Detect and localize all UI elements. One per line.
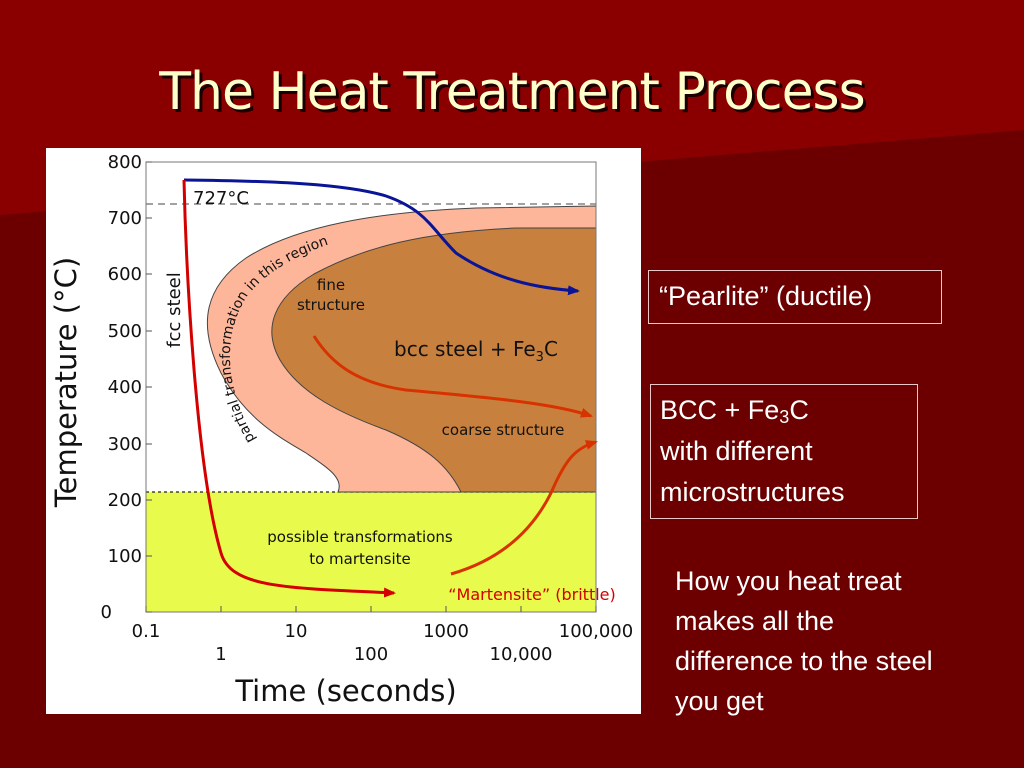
summary-note-line: How you heat treat bbox=[675, 566, 902, 596]
bcc-callout-line3: microstructures bbox=[660, 477, 845, 507]
y-axis-title: Temperature (°C) bbox=[49, 257, 83, 508]
y-tick-label: 600 bbox=[108, 264, 142, 285]
y-tick-marks bbox=[146, 161, 152, 613]
x-tick-label: 100 bbox=[354, 644, 388, 665]
diagram-panel: 800 700 600 500 400 300 200 100 0 0.1 10… bbox=[46, 148, 641, 714]
y-tick-label: 0 bbox=[101, 602, 112, 623]
martensite-region-label-1: possible transformations bbox=[267, 528, 453, 546]
y-tick-label: 200 bbox=[108, 490, 142, 511]
y-tick-label: 700 bbox=[108, 208, 142, 229]
bcc-callout: BCC + Fe3C with different microstructure… bbox=[650, 384, 918, 519]
pearlite-callout-text: “Pearlite” (ductile) bbox=[659, 281, 873, 311]
fine-structure-label-1: fine bbox=[317, 276, 345, 294]
quench-curve bbox=[182, 179, 396, 598]
eutectoid-label: 727°C bbox=[193, 188, 249, 209]
x-tick-label: 10,000 bbox=[490, 644, 553, 665]
x-tick-marks bbox=[145, 606, 597, 612]
x-axis-title: Time (seconds) bbox=[234, 674, 456, 708]
bcc-region bbox=[271, 227, 597, 493]
x-tick-label: 1 bbox=[215, 644, 226, 665]
y-tick-label: 500 bbox=[108, 321, 142, 342]
y-tick-label: 100 bbox=[108, 546, 142, 567]
martensite-region-label-2: to martensite bbox=[309, 550, 411, 568]
slide-title: The Heat Treatment Process bbox=[159, 62, 866, 122]
summary-note-line: difference to the steel bbox=[675, 646, 933, 676]
x-tick-label: 0.1 bbox=[132, 621, 161, 642]
x-tick-label: 1000 bbox=[423, 621, 469, 642]
pearlite-callout: “Pearlite” (ductile) bbox=[648, 270, 942, 324]
fcc-steel-label: fcc steel bbox=[164, 272, 185, 347]
martensite-to-bcc-curve bbox=[450, 440, 598, 576]
bcc-callout-line1: BCC + Fe3C bbox=[660, 395, 809, 427]
martensite-label: “Martensite” (brittle) bbox=[448, 585, 616, 604]
x-tick-label: 100,000 bbox=[559, 621, 633, 642]
bcc-region-label: bcc steel + Fe3C bbox=[394, 337, 558, 365]
y-tick-label: 300 bbox=[108, 434, 142, 455]
summary-note-line: you get bbox=[675, 686, 764, 716]
isothermal-coarse-curve bbox=[312, 335, 593, 418]
fine-structure-label-2: structure bbox=[297, 296, 365, 314]
pearlite-cooling-curve bbox=[183, 178, 580, 296]
summary-note: How you heat treat makes all the differe… bbox=[675, 561, 1015, 721]
x-tick-label: 10 bbox=[285, 621, 308, 642]
summary-note-line: makes all the bbox=[675, 606, 835, 636]
bcc-callout-line2: with different bbox=[660, 436, 813, 466]
coarse-structure-label: coarse structure bbox=[442, 421, 565, 439]
y-tick-label: 400 bbox=[108, 377, 142, 398]
y-tick-label: 800 bbox=[108, 152, 142, 173]
heat-treatment-diagram: 800 700 600 500 400 300 200 100 0 0.1 10… bbox=[49, 152, 633, 708]
